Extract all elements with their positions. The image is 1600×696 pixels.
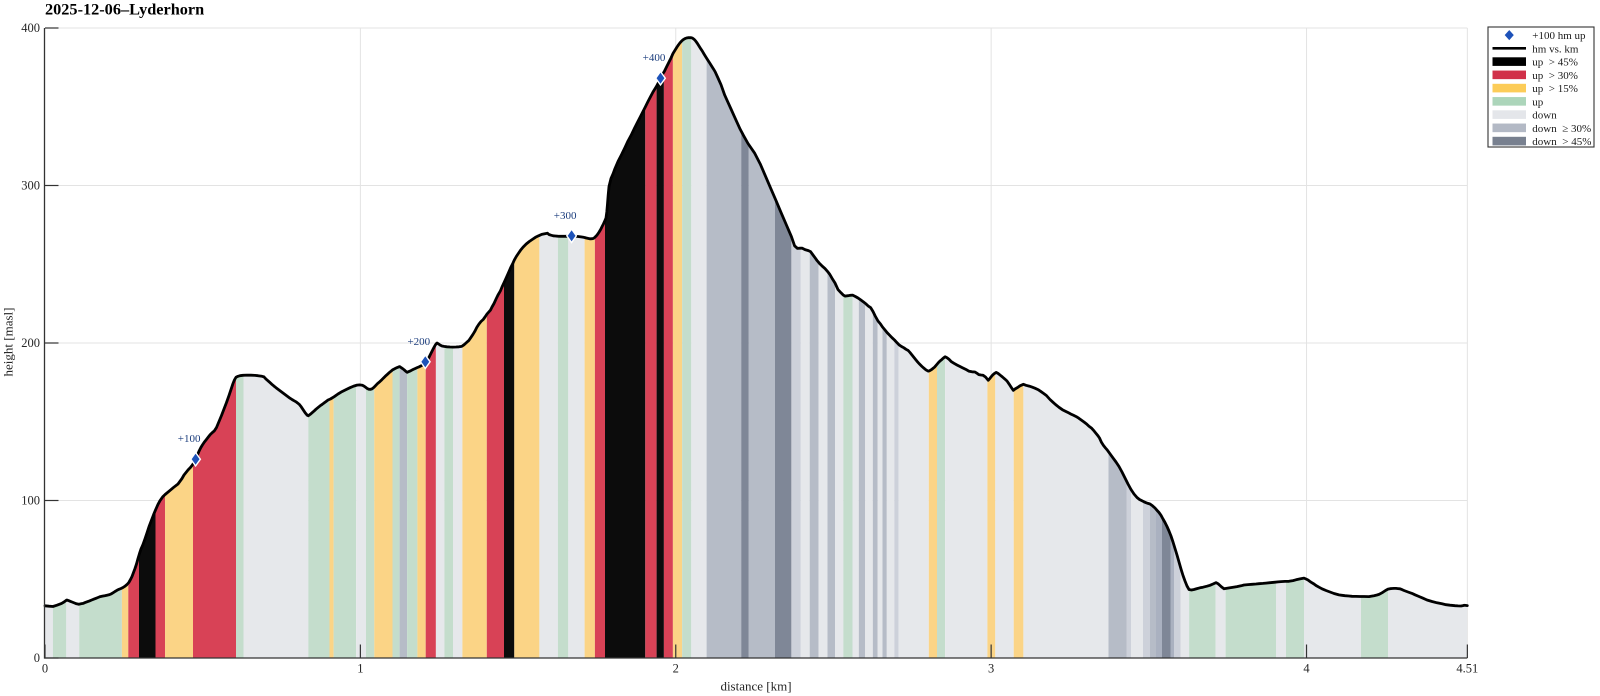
svg-text:+100 hm up: +100 hm up — [1532, 30, 1586, 42]
svg-text:+200: +200 — [407, 336, 430, 348]
svg-text:2: 2 — [673, 662, 679, 676]
svg-text:0: 0 — [42, 662, 48, 676]
svg-text:4.51: 4.51 — [1456, 662, 1478, 676]
svg-text:200: 200 — [21, 336, 40, 350]
svg-text:up > 30%: up > 30% — [1532, 70, 1578, 82]
svg-text:down ≥ 30%: down ≥ 30% — [1532, 123, 1591, 135]
svg-text:0: 0 — [34, 651, 40, 665]
svg-text:300: 300 — [21, 179, 40, 193]
svg-text:up > 45%: up > 45% — [1532, 57, 1578, 69]
svg-text:400: 400 — [21, 21, 40, 35]
svg-text:100: 100 — [21, 494, 40, 508]
svg-text:up > 15%: up > 15% — [1532, 83, 1578, 95]
svg-text:3: 3 — [988, 662, 994, 676]
svg-text:down > 45%: down > 45% — [1532, 136, 1591, 148]
svg-text:height [masl]: height [masl] — [1, 308, 16, 377]
svg-text:+300: +300 — [554, 210, 577, 222]
svg-text:+400: +400 — [643, 52, 666, 64]
svg-text:1: 1 — [357, 662, 363, 676]
svg-text:distance [km]: distance [km] — [720, 679, 791, 694]
svg-text:+100: +100 — [178, 433, 201, 445]
svg-text:hm vs. km: hm vs. km — [1532, 43, 1579, 55]
svg-text:down: down — [1532, 110, 1557, 122]
svg-text:4: 4 — [1303, 662, 1310, 676]
svg-text:up: up — [1532, 96, 1544, 108]
svg-text:2025-12-06–Lyderhorn: 2025-12-06–Lyderhorn — [45, 0, 204, 19]
